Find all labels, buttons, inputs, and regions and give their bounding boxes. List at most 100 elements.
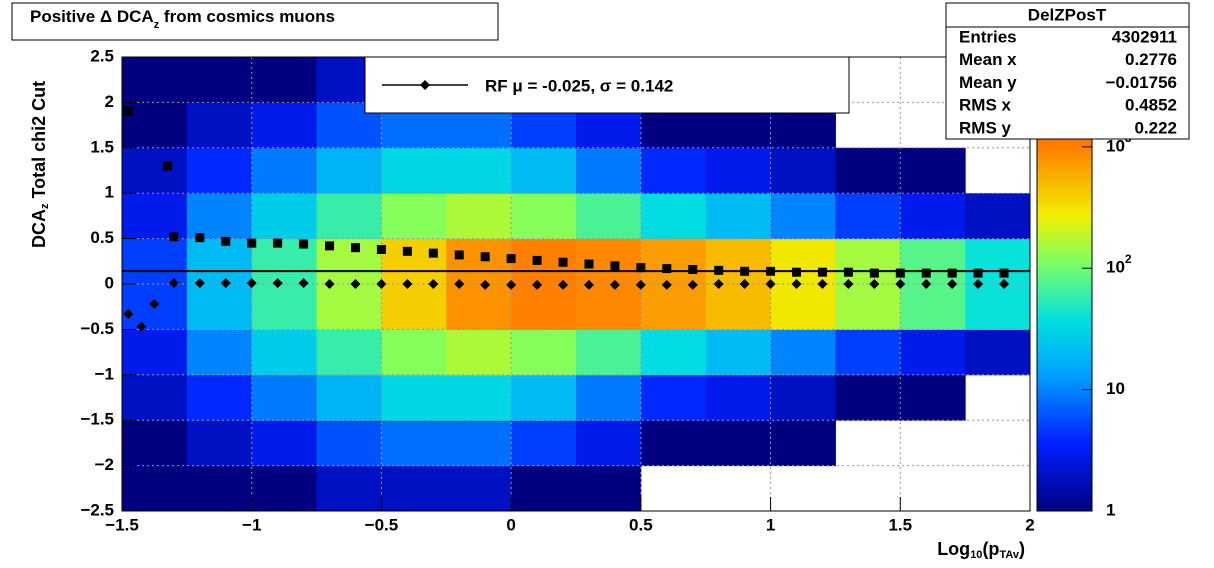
heatmap-cell (640, 238, 707, 285)
marker-diamond (506, 279, 517, 290)
y-tick-label: 1 (105, 183, 114, 202)
marker-diamond (298, 278, 309, 289)
marker-diamond (843, 279, 854, 289)
x-axis-label: Log10(pTAv) (937, 539, 1025, 561)
label-part: (p (982, 539, 999, 559)
heatmap-cell (705, 193, 772, 240)
heatmap-cell (446, 329, 512, 376)
marker-diamond (609, 279, 620, 290)
heatmap-cell (186, 147, 253, 194)
heatmap-cell (186, 465, 253, 512)
heatmap-cell (705, 374, 772, 421)
heatmap-cell (381, 238, 447, 285)
heatmap-cell (381, 284, 447, 330)
heatmap-cell (965, 193, 1031, 240)
marker-diamond (791, 279, 802, 289)
label-part: DCA (29, 209, 49, 248)
marker-diamond (168, 278, 179, 289)
heatmap-cell (316, 329, 382, 376)
heatmap-cell (900, 238, 966, 285)
y-tick-label: 2 (105, 92, 114, 111)
heatmap-cell (122, 193, 188, 240)
y-tick-label: 0.5 (90, 228, 114, 247)
heatmap-cell (511, 420, 577, 467)
y-tick-label: 2.5 (90, 46, 114, 65)
x-tick-label: −1 (242, 515, 261, 534)
marker-square (480, 252, 490, 262)
marker-diamond (123, 308, 134, 319)
marker-diamond (635, 279, 646, 290)
heatmap-cell (316, 193, 382, 240)
heatmap-cell (770, 374, 836, 421)
label-part: Log (937, 539, 970, 559)
heatmap-cell (316, 147, 382, 194)
y-tick-label: −2.5 (80, 500, 114, 519)
heatmap-cell (122, 238, 188, 285)
heatmap-cell (186, 238, 253, 285)
marker-square (895, 268, 905, 278)
marker-diamond (687, 279, 698, 290)
marker-square (817, 267, 827, 277)
marker-diamond (324, 279, 335, 289)
heatmap-cell (251, 420, 318, 467)
marker-square (792, 267, 802, 277)
stats-value: 0.222 (1134, 118, 1177, 137)
marker-diamond (558, 279, 569, 290)
heatmap-cell (511, 465, 577, 512)
z-tick-label: 10 (1106, 379, 1125, 398)
heatmap-cell (122, 374, 188, 421)
x-tick-label: 0.5 (629, 515, 653, 534)
heatmap-cell (705, 147, 772, 194)
heatmap-cell (381, 329, 447, 376)
x-tick-label: −1.5 (105, 515, 139, 534)
y-tick-label: −0.5 (80, 319, 114, 338)
marker-diamond (454, 279, 465, 289)
stats-name: Mean x (959, 50, 1017, 69)
heatmap-cell (186, 57, 253, 103)
heatmap-cell (251, 147, 318, 194)
marker-square (454, 250, 464, 260)
stats-value: 4302911 (1112, 27, 1177, 46)
marker-diamond (765, 279, 776, 289)
heatmap-cell (381, 374, 447, 421)
stats-value: −0.01756 (1106, 73, 1177, 92)
heatmap-cell (770, 193, 836, 240)
marker-square (843, 267, 853, 277)
heatmap-cell (446, 193, 512, 240)
marker-diamond (999, 279, 1010, 289)
heatmap-cell (186, 284, 253, 330)
y-tick-label: 0 (105, 273, 114, 292)
marker-square (162, 161, 172, 171)
heatmap-cell (900, 329, 966, 376)
marker-diamond (149, 298, 160, 309)
marker-diamond (428, 279, 439, 289)
heatmap-cell (900, 374, 966, 421)
marker-square (869, 268, 879, 278)
heatmap-cell (835, 374, 901, 421)
subscript: 10 (970, 549, 982, 561)
marker-square (740, 266, 750, 276)
marker-square (299, 239, 309, 249)
heatmap-cell (446, 465, 512, 512)
heatmap-cell (316, 465, 382, 512)
marker-square (584, 259, 594, 269)
heatmap-cell (640, 420, 707, 467)
heatmap-cell (251, 57, 318, 103)
marker-diamond (869, 279, 880, 289)
label-part: Total chi2 Cut (29, 81, 49, 204)
heatmap-cell (640, 284, 707, 330)
heatmap-cell (251, 193, 318, 240)
y-tick-label: −2 (95, 455, 114, 474)
heatmap-cell (122, 420, 188, 467)
marker-diamond (947, 279, 958, 289)
marker-square (506, 254, 516, 264)
marker-diamond (402, 279, 413, 289)
x-tick-label: −0.5 (365, 515, 399, 534)
heatmap-cell (835, 329, 901, 376)
marker-square (636, 263, 646, 273)
subscript: z (39, 203, 51, 209)
marker-square (610, 261, 620, 271)
heatmap-cell (576, 420, 642, 467)
title-part: Positive Δ DCA (30, 7, 154, 26)
title-subscript: z (154, 19, 160, 31)
